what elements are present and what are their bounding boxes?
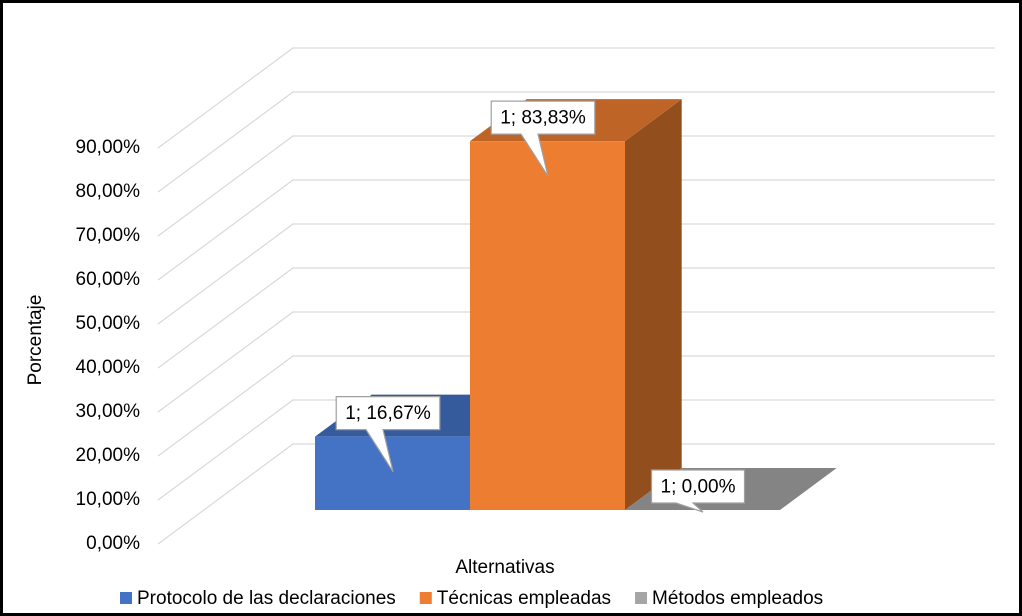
grid-line — [157, 179, 995, 281]
y-tick-label: 10,00% — [76, 489, 141, 510]
grid-line — [157, 399, 995, 501]
grid-line — [157, 311, 995, 413]
y-tick-label: 70,00% — [76, 225, 141, 246]
data-label: 1; 83,83% — [490, 100, 596, 177]
y-tick-label: 0,00% — [86, 533, 140, 554]
bar-front — [315, 436, 470, 510]
y-tick-label: 90,00% — [76, 137, 141, 158]
y-tick-label: 40,00% — [76, 357, 141, 378]
legend-label: Técnicas empleadas — [437, 588, 611, 609]
legend-label: Protocolo de las declaraciones — [137, 588, 396, 609]
data-label-callout — [490, 100, 596, 177]
data-label: 1; 16,67% — [335, 396, 441, 472]
grid-line — [157, 47, 995, 149]
y-axis-title: Porcentaje — [25, 295, 46, 386]
y-tick-label: 30,00% — [76, 401, 141, 422]
data-label-text: 1; 0,00% — [661, 477, 736, 498]
bar-front — [470, 141, 625, 510]
y-tick-label: 20,00% — [76, 445, 141, 466]
grid-line — [157, 443, 995, 545]
data-label-text: 1; 16,67% — [345, 403, 431, 424]
data-label-callout — [335, 396, 441, 472]
grid-line — [157, 267, 995, 369]
grid-line — [157, 91, 995, 193]
y-tick-label: 60,00% — [76, 269, 141, 290]
x-axis-title: Alternativas — [455, 557, 554, 578]
y-tick-label: 50,00% — [76, 313, 141, 334]
data-label-callout — [650, 469, 746, 513]
grid-line — [157, 223, 995, 325]
bar-side — [625, 99, 682, 510]
y-tick-label: 80,00% — [76, 181, 141, 202]
legend-swatch — [419, 592, 432, 604]
grid-line — [157, 355, 995, 457]
data-label: 1; 0,00% — [650, 469, 746, 513]
data-label-text: 1; 83,83% — [500, 108, 586, 129]
grid-line — [157, 135, 995, 237]
bar — [470, 99, 682, 510]
legend-swatch — [635, 592, 648, 604]
legend-label: Métodos empleados — [652, 588, 823, 609]
legend-swatch — [120, 592, 132, 604]
